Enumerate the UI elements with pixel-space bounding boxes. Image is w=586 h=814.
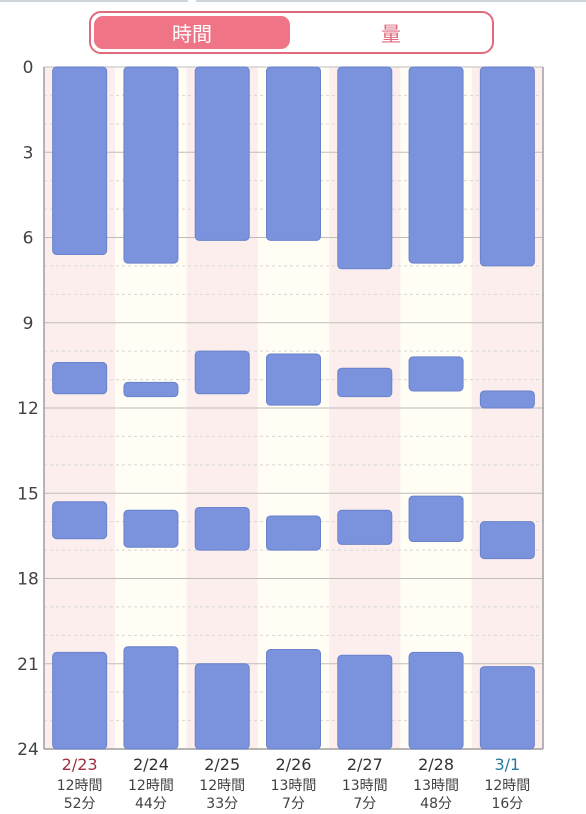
total-hours-label: 12時間 [57, 778, 103, 794]
date-label: 3/1 [494, 755, 520, 774]
date-label: 2/25 [204, 755, 240, 774]
view-toggle: 時間 量 [89, 11, 494, 54]
total-minutes-label: 33分 [206, 796, 238, 812]
sleep-bar [479, 66, 535, 267]
total-minutes-label: 48分 [420, 796, 452, 812]
sleep-bar [337, 367, 393, 398]
sleep-bar [266, 66, 321, 241]
sleep-bar [479, 521, 535, 560]
tab-time[interactable]: 時間 [94, 16, 290, 49]
total-hours-label: 13時間 [271, 778, 317, 794]
sleep-bar [266, 353, 321, 406]
sleep-bar [408, 356, 464, 392]
total-hours-label: 12時間 [484, 778, 530, 794]
total-hours-label: 13時間 [342, 778, 388, 794]
sleep-bar [52, 501, 108, 540]
sleep-bar [408, 495, 464, 543]
sleep-bar [266, 515, 321, 551]
sleep-bar [123, 66, 179, 264]
y-tick-label: 0 [23, 58, 34, 78]
sleep-bar [52, 362, 108, 395]
date-label: 2/28 [418, 755, 454, 774]
total-hours-label: 12時間 [128, 778, 174, 794]
sleep-bar [337, 509, 393, 545]
y-tick-label: 3 [23, 143, 34, 163]
sleep-bar [194, 663, 250, 750]
sleep-bar [52, 651, 108, 750]
total-minutes-label: 7分 [282, 796, 305, 812]
sleep-bar [266, 649, 321, 750]
sleep-bar [123, 646, 179, 750]
y-tick-label: 12 [17, 399, 39, 419]
total-minutes-label: 44分 [135, 796, 167, 812]
y-tick-label: 18 [17, 570, 39, 590]
sleep-bar [479, 390, 535, 409]
top-divider [196, 0, 586, 2]
sleep-bar [337, 66, 393, 270]
date-label: 2/24 [133, 755, 169, 774]
tab-amount[interactable]: 量 [381, 22, 401, 46]
total-hours-label: 13時間 [413, 778, 459, 794]
date-label: 2/27 [347, 755, 383, 774]
y-tick-label: 9 [23, 314, 34, 334]
total-minutes-label: 7分 [353, 796, 376, 812]
total-hours-label: 12時間 [199, 778, 245, 794]
total-minutes-label: 52分 [64, 796, 96, 812]
sleep-bar [123, 509, 179, 548]
y-tick-label: 6 [23, 229, 34, 249]
sleep-bar [123, 381, 179, 398]
y-tick-label: 15 [17, 484, 39, 504]
sleep-bar [194, 66, 250, 241]
sleep-bar [337, 654, 393, 750]
total-minutes-label: 16分 [491, 796, 523, 812]
sleep-bar [194, 350, 250, 395]
top-divider [0, 0, 188, 2]
sleep-bar [52, 66, 108, 256]
sleep-bar [479, 666, 535, 750]
y-tick-label: 21 [17, 655, 39, 675]
date-label: 2/23 [62, 755, 98, 774]
sleep-bar [408, 66, 464, 264]
sleep-bar [408, 651, 464, 750]
date-label: 2/26 [276, 755, 312, 774]
sleep-bar [194, 506, 250, 551]
y-tick-label: 24 [17, 740, 39, 760]
